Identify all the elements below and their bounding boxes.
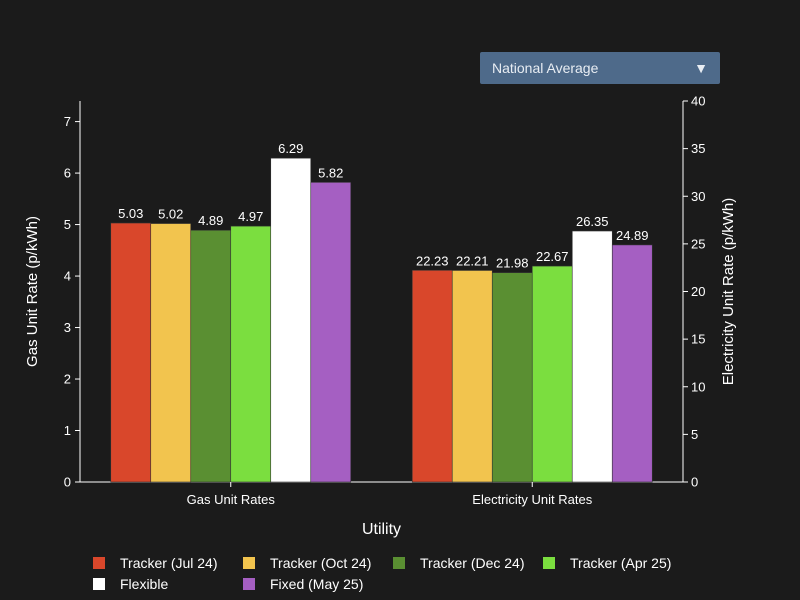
x-tick-label: Electricity Unit Rates bbox=[472, 492, 592, 507]
right-y-tick-label: 20 bbox=[691, 284, 705, 299]
right-y-axis-title: Electricity Unit Rate (p/kWh) bbox=[720, 198, 737, 386]
left-y-tick-label: 1 bbox=[64, 423, 71, 438]
bar bbox=[150, 223, 192, 483]
bar-value-label: 5.82 bbox=[318, 165, 343, 180]
legend-swatch bbox=[93, 557, 105, 569]
right-y-tick-label: 0 bbox=[691, 475, 698, 490]
region-dropdown-value: National Average bbox=[492, 60, 599, 76]
bar-value-label: 22.21 bbox=[456, 253, 489, 268]
right-y-tick-label: 35 bbox=[691, 141, 705, 156]
right-y-tick-label: 5 bbox=[691, 427, 698, 442]
bar-value-label: 5.03 bbox=[118, 206, 143, 221]
bar bbox=[571, 230, 613, 483]
legend-swatch bbox=[393, 557, 405, 569]
bar bbox=[411, 269, 453, 483]
legend-label: Tracker (Dec 24) bbox=[420, 555, 525, 571]
legend-label: Fixed (May 25) bbox=[270, 576, 363, 592]
right-y-tick-label: 40 bbox=[691, 94, 705, 109]
legend-swatch bbox=[543, 557, 555, 569]
bar bbox=[270, 157, 312, 483]
legend-label: Tracker (Apr 25) bbox=[570, 555, 671, 571]
bar-value-label: 22.67 bbox=[536, 249, 569, 264]
bar bbox=[110, 222, 152, 483]
bar bbox=[230, 225, 272, 483]
x-tick-label: Gas Unit Rates bbox=[187, 492, 276, 507]
x-axis-title: Utility bbox=[362, 521, 401, 538]
bar-value-label: 24.89 bbox=[616, 228, 649, 243]
bar-value-label: 5.02 bbox=[158, 207, 183, 222]
bar-value-label: 22.23 bbox=[416, 253, 449, 268]
bar-value-label: 6.29 bbox=[278, 141, 303, 156]
right-y-tick-label: 30 bbox=[691, 189, 705, 204]
legend-label: Tracker (Jul 24) bbox=[120, 555, 218, 571]
bar-value-label: 4.97 bbox=[238, 209, 263, 224]
left-y-tick-label: 4 bbox=[64, 269, 71, 284]
legend-swatch bbox=[243, 578, 255, 590]
left-y-tick-label: 2 bbox=[64, 372, 71, 387]
chevron-down-icon: ▼ bbox=[694, 60, 708, 76]
right-y-tick-label: 15 bbox=[691, 332, 705, 347]
legend-label: Tracker (Oct 24) bbox=[270, 555, 371, 571]
bar bbox=[310, 182, 352, 483]
left-y-tick-label: 7 bbox=[64, 114, 71, 129]
bar bbox=[531, 265, 573, 483]
legend-label: Flexible bbox=[120, 576, 168, 592]
left-y-tick-label: 0 bbox=[64, 475, 71, 490]
bar bbox=[190, 229, 232, 483]
left-y-axis-title: Gas Unit Rate (p/kWh) bbox=[24, 216, 41, 367]
right-y-tick-label: 10 bbox=[691, 379, 705, 394]
right-y-tick-label: 25 bbox=[691, 236, 705, 251]
left-y-tick-label: 5 bbox=[64, 217, 71, 232]
bar-value-label: 4.89 bbox=[198, 213, 223, 228]
bar-value-label: 26.35 bbox=[576, 214, 609, 229]
region-dropdown[interactable]: National Average ▼ bbox=[480, 52, 720, 84]
bar bbox=[491, 272, 533, 483]
bar-value-label: 21.98 bbox=[496, 256, 529, 271]
left-y-tick-label: 3 bbox=[64, 320, 71, 335]
bar bbox=[611, 244, 653, 483]
legend-swatch bbox=[243, 557, 255, 569]
bar bbox=[451, 270, 493, 483]
left-y-tick-label: 6 bbox=[64, 166, 71, 181]
legend-swatch bbox=[93, 578, 105, 590]
